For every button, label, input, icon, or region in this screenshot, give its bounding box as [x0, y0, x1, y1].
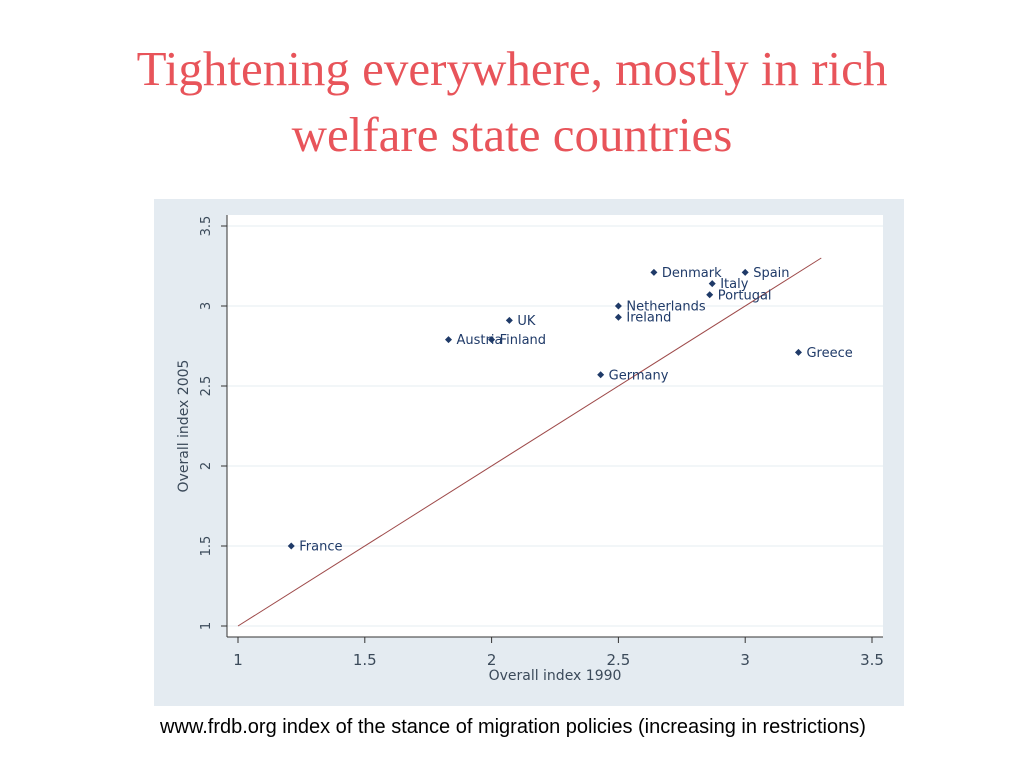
point-label-denmark: Denmark: [662, 266, 722, 281]
x-tick-label: 3: [740, 651, 750, 669]
point-label-austria: Austria: [456, 333, 502, 348]
y-tick-label: 2: [199, 462, 214, 470]
x-tick-label: 2.5: [606, 651, 630, 669]
point-label-uk: UK: [517, 314, 536, 329]
data-point-ireland: [614, 313, 622, 321]
data-point-portugal: [706, 291, 714, 299]
point-label-spain: Spain: [753, 266, 789, 281]
data-point-france: [287, 542, 295, 550]
point-label-portugal: Portugal: [718, 288, 772, 303]
point-label-finland: Finland: [500, 333, 546, 348]
point-label-france: France: [299, 540, 342, 555]
data-point-uk: [505, 316, 513, 324]
point-label-germany: Germany: [609, 368, 669, 383]
point-label-ireland: Ireland: [626, 311, 671, 326]
data-point-netherlands: [614, 302, 622, 310]
data-point-austria: [444, 336, 452, 344]
x-tick-label: 3.5: [860, 651, 884, 669]
data-point-finland: [488, 336, 496, 344]
axes: 1 1.5 2 2.5 3 3.5 1 1.5 2 2.5 3 3.5: [199, 215, 884, 669]
slide-title: Tightening everywhere, mostly in rich we…: [0, 36, 1024, 168]
data-point-denmark: [650, 268, 658, 276]
data-point-spain: [741, 268, 749, 276]
scatter-chart: 1 1.5 2 2.5 3 3.5 1 1.5 2 2.5 3 3.5 France Austria Fi…: [154, 199, 904, 706]
point-label-greece: Greece: [806, 346, 852, 361]
y-axis-title: Overall index 2005: [176, 360, 192, 493]
gridlines: [227, 225, 883, 627]
y-tick-label: 3: [199, 302, 214, 310]
point-label-italy: Italy: [720, 277, 749, 292]
y-tick-label: 1: [199, 622, 214, 630]
y-tick-label: 3.5: [199, 216, 214, 237]
data-point-italy: [708, 280, 716, 288]
x-axis-title: Overall index 1990: [489, 668, 622, 684]
y-tick-label: 2.5: [199, 376, 214, 397]
reference-line: [237, 257, 822, 627]
slide-title-line-2: welfare state countries: [291, 107, 733, 162]
reference-line-group: [237, 257, 822, 627]
source-caption: www.frdb.org index of the stance of migr…: [160, 716, 866, 738]
data-point-greece: [794, 348, 802, 356]
y-tick-label: 1.5: [199, 536, 214, 557]
x-tick-label: 1.5: [353, 651, 377, 669]
x-tick-label: 2: [487, 651, 497, 669]
scatter-plot-svg: 1 1.5 2 2.5 3 3.5 1 1.5 2 2.5 3 3.5 France AustriaFi…: [176, 215, 884, 684]
point-label-netherlands: Netherlands: [626, 300, 705, 315]
slide-title-line-1: Tightening everywhere, mostly in rich: [136, 41, 888, 96]
x-tick-label: 1: [233, 651, 243, 669]
data-point-germany: [597, 371, 605, 379]
